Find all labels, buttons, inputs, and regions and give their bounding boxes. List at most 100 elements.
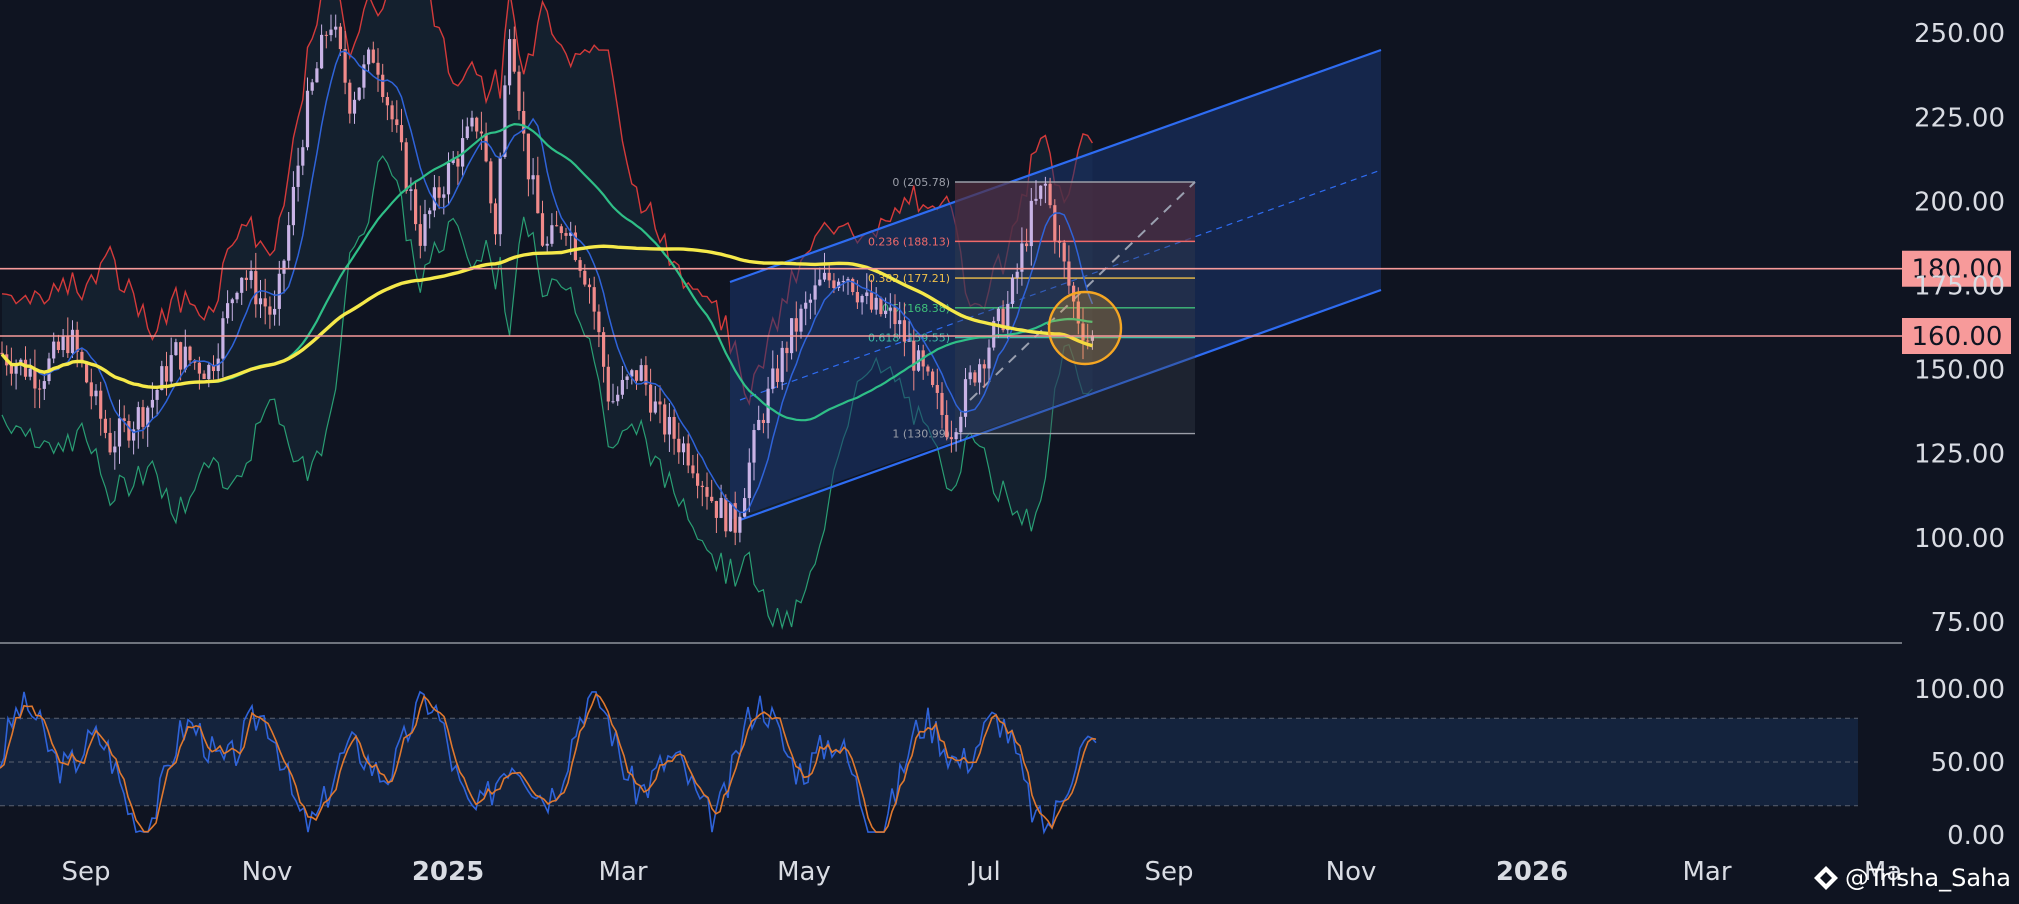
- upper-band-line: [1, 0, 1093, 406]
- candle-body: [202, 373, 206, 380]
- candle-body: [935, 384, 939, 393]
- candle-body: [517, 71, 521, 112]
- time-tick-label: Jul: [967, 857, 1000, 887]
- watermark: @Trisha_Saha: [1814, 864, 2011, 892]
- price-tick-label: 200.00: [1914, 187, 2005, 217]
- candle-body: [244, 277, 248, 280]
- time-tick-label: Nov: [1326, 857, 1377, 887]
- channel-mid-line: [739, 169, 1382, 401]
- candle-body: [663, 404, 667, 435]
- candle-body: [869, 292, 874, 310]
- candle-body: [324, 34, 328, 36]
- candle-body: [719, 497, 723, 518]
- candle-body: [14, 365, 18, 374]
- candle-body: [625, 376, 629, 380]
- candle-body: [691, 465, 695, 474]
- candle-body: [103, 418, 107, 433]
- candle-body: [1076, 301, 1080, 324]
- candle-body: [1010, 277, 1015, 304]
- candle-body: [550, 225, 554, 244]
- candle-body: [1067, 261, 1071, 286]
- candle-body: [667, 416, 671, 435]
- candle-body: [221, 318, 225, 359]
- candle-body: [841, 281, 845, 283]
- time-tick-label: Nov: [242, 857, 293, 887]
- price-tick-label: 150.00: [1914, 356, 2005, 386]
- candle-body: [230, 299, 234, 304]
- candle-body: [70, 329, 75, 354]
- candle-body: [827, 272, 831, 281]
- candle-body: [963, 379, 968, 417]
- osc-tick-label: 100.00: [1914, 675, 2005, 705]
- price-badge-label: 160.00: [1912, 322, 2003, 352]
- price-tick-label: 100.00: [1914, 524, 2005, 554]
- candle-body: [785, 347, 789, 354]
- candle-body: [155, 389, 159, 400]
- candle-body: [33, 368, 37, 389]
- candle-body: [197, 362, 201, 374]
- candle-body: [714, 501, 718, 518]
- time-tick-label: May: [777, 857, 831, 887]
- candle-body: [620, 379, 624, 395]
- candle-body: [780, 347, 784, 382]
- candle-body: [931, 371, 935, 385]
- candle-body: [865, 292, 869, 296]
- candle-body: [456, 158, 460, 167]
- candle-body: [902, 320, 906, 342]
- fib-level-label: 0 (205.78): [892, 176, 950, 189]
- candle-body: [512, 39, 516, 72]
- candle-body: [249, 271, 253, 280]
- candle-body: [136, 407, 140, 430]
- candle-body: [132, 429, 136, 441]
- candle-body: [484, 133, 488, 162]
- candle-body: [169, 355, 173, 382]
- candle-body: [89, 382, 93, 397]
- moving-averages: [0, 50, 1123, 514]
- candle-body: [879, 297, 883, 315]
- highlight-circle: [1047, 290, 1123, 366]
- candle-body: [536, 175, 540, 214]
- candle-body: [794, 318, 798, 332]
- candle-body: [1015, 271, 1019, 278]
- candle-body: [860, 295, 864, 303]
- candle-body: [855, 292, 859, 303]
- candle-body: [1057, 240, 1062, 243]
- candle-body: [254, 271, 258, 305]
- candle-body: [310, 82, 314, 91]
- candle-body: [127, 420, 131, 441]
- candle-body: [498, 156, 502, 235]
- candle-body: [884, 310, 888, 315]
- candle-body: [1086, 340, 1090, 342]
- candle-body: [367, 49, 371, 65]
- candle-body: [888, 307, 892, 311]
- candle-body: [475, 117, 479, 132]
- candle-body: [1043, 183, 1047, 186]
- candle-body: [616, 394, 620, 402]
- fib-level-label: 1 (130.99): [892, 428, 950, 441]
- candle-body: [761, 419, 765, 424]
- fib-level-label: 0.5 (168.38): [882, 302, 950, 315]
- candle-body: [771, 368, 775, 389]
- candle-body: [141, 407, 145, 427]
- candle-body: [395, 119, 399, 126]
- candle-body: [724, 497, 728, 532]
- candle-body: [531, 175, 535, 180]
- candle-body: [451, 158, 455, 163]
- ma-slow-line: [0, 244, 1093, 390]
- candle-body: [442, 194, 446, 198]
- candle-body: [301, 147, 305, 166]
- time-tick-label: Ma: [1864, 857, 1902, 887]
- candle-body: [1081, 323, 1085, 341]
- candle-body: [912, 340, 916, 371]
- candle-body: [352, 99, 357, 114]
- candle-body: [348, 82, 352, 114]
- candle-body: [99, 390, 103, 419]
- candle-body: [52, 341, 56, 359]
- candle-body: [343, 49, 347, 83]
- candle-body: [174, 342, 178, 356]
- candle-body: [371, 49, 375, 63]
- candle-body: [183, 346, 187, 370]
- fib-zone-top: [955, 181, 1195, 242]
